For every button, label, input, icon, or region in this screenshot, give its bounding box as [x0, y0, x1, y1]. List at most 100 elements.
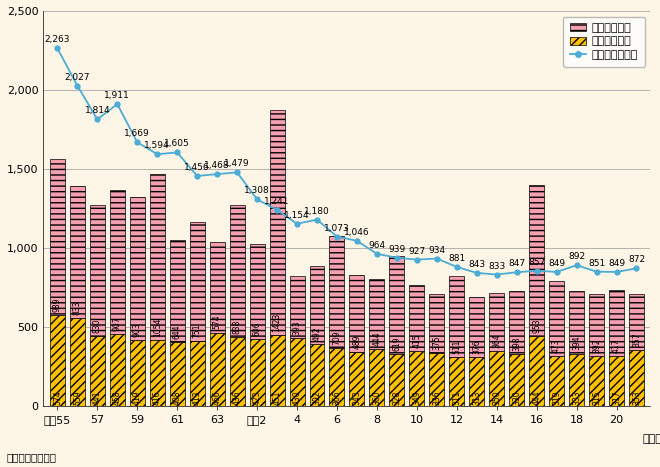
Bar — [629, 350, 644, 406]
Bar — [50, 315, 65, 406]
Text: 492: 492 — [312, 326, 321, 341]
Bar — [469, 297, 484, 357]
Text: 989: 989 — [53, 298, 62, 312]
Text: 1,241: 1,241 — [264, 197, 290, 206]
Text: 1,911: 1,911 — [104, 91, 130, 100]
Text: 851: 851 — [588, 259, 605, 268]
Text: 392: 392 — [592, 339, 601, 353]
Bar — [170, 240, 185, 342]
Text: 847: 847 — [508, 259, 525, 269]
Bar — [549, 281, 564, 356]
Text: 444: 444 — [372, 332, 381, 346]
Bar — [449, 357, 464, 406]
Bar — [489, 351, 504, 406]
Text: 343: 343 — [352, 390, 362, 404]
Text: 2,263: 2,263 — [45, 35, 70, 44]
Text: 330: 330 — [512, 390, 521, 404]
Text: 376: 376 — [473, 339, 481, 354]
Text: 903: 903 — [133, 322, 142, 337]
Bar — [529, 185, 544, 336]
Bar — [310, 267, 325, 344]
Text: 1054: 1054 — [152, 318, 162, 337]
Text: 1,605: 1,605 — [164, 140, 190, 149]
Text: 838: 838 — [232, 320, 242, 334]
Bar — [349, 275, 364, 352]
Text: 436: 436 — [232, 390, 242, 404]
Text: 417: 417 — [612, 339, 621, 353]
Bar — [170, 342, 185, 406]
Text: 336: 336 — [432, 390, 442, 404]
Text: 843: 843 — [468, 260, 485, 269]
Text: 430: 430 — [292, 390, 302, 404]
Text: 423: 423 — [253, 390, 261, 404]
Text: 473: 473 — [552, 338, 561, 353]
Bar — [189, 222, 205, 341]
Bar — [549, 356, 564, 406]
Text: 619: 619 — [392, 337, 401, 351]
Text: 644: 644 — [173, 324, 182, 339]
Bar — [210, 242, 224, 333]
Bar — [130, 340, 145, 406]
Text: 419: 419 — [133, 390, 142, 404]
Bar — [569, 354, 584, 406]
Text: 416: 416 — [152, 390, 162, 404]
Bar — [150, 174, 165, 340]
Bar — [509, 354, 524, 406]
Bar — [370, 279, 384, 349]
Text: 574: 574 — [53, 390, 62, 404]
Text: 394: 394 — [572, 336, 581, 350]
Bar — [230, 205, 245, 337]
Text: 489: 489 — [352, 334, 362, 349]
Text: 328: 328 — [392, 390, 401, 404]
Bar — [370, 349, 384, 406]
Text: 1,594: 1,594 — [145, 141, 170, 150]
Bar — [90, 205, 105, 337]
Bar — [489, 293, 504, 351]
Bar — [349, 352, 364, 406]
Bar — [249, 243, 265, 340]
Text: 574: 574 — [213, 315, 222, 329]
Text: 927: 927 — [409, 247, 426, 256]
Text: 511: 511 — [452, 340, 461, 354]
Text: 311: 311 — [452, 390, 461, 404]
Text: 313: 313 — [473, 390, 481, 404]
Text: 1,468: 1,468 — [205, 161, 230, 170]
Bar — [269, 335, 284, 406]
Text: 444: 444 — [532, 390, 541, 404]
Text: 315: 315 — [592, 390, 601, 404]
Text: 317: 317 — [612, 390, 621, 404]
Bar — [609, 356, 624, 406]
Bar — [310, 344, 325, 406]
Text: 1,814: 1,814 — [84, 106, 110, 115]
Text: 1,073: 1,073 — [324, 224, 350, 233]
Bar — [90, 337, 105, 406]
Bar — [110, 191, 125, 334]
Text: 833: 833 — [488, 262, 506, 270]
Text: 881: 881 — [448, 254, 465, 263]
Bar — [609, 290, 624, 356]
Text: 333: 333 — [572, 390, 581, 404]
Text: 資料）国土交通省: 資料）国土交通省 — [7, 453, 57, 462]
Bar — [50, 159, 65, 315]
Bar — [389, 256, 405, 354]
Text: 1,308: 1,308 — [244, 186, 270, 196]
Text: 408: 408 — [173, 390, 182, 404]
Bar — [70, 186, 85, 318]
Bar — [230, 337, 245, 406]
Text: 366: 366 — [333, 390, 341, 404]
Legend: 負傷者（人）, 死亡者（人）, 運転事故（件）: 負傷者（人）, 死亡者（人）, 運転事故（件） — [563, 16, 645, 66]
Text: 1,456: 1,456 — [184, 163, 210, 172]
Bar — [329, 236, 345, 348]
Text: 934: 934 — [428, 246, 446, 255]
Bar — [110, 334, 125, 406]
Bar — [389, 354, 405, 406]
Text: 357: 357 — [632, 333, 641, 347]
Bar — [629, 294, 644, 350]
Bar — [589, 356, 604, 406]
Text: 1,180: 1,180 — [304, 207, 330, 216]
Bar — [290, 338, 304, 406]
Bar — [429, 353, 444, 406]
Text: 353: 353 — [632, 390, 641, 404]
Text: 559: 559 — [73, 390, 82, 404]
Text: 939: 939 — [388, 245, 405, 254]
